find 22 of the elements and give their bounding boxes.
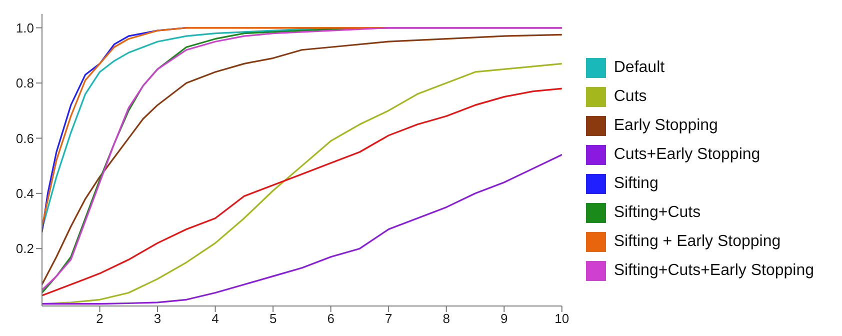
legend-label: Cuts [614,88,647,105]
x-tick-label: 10 [554,311,570,326]
y-tick-label: 1.0 [16,20,34,36]
x-tick-label: 9 [500,311,508,326]
y-tick-label: 0.8 [16,76,34,91]
legend-label: Sifting+Cuts [614,204,701,221]
y-tick-label: 0.4 [16,186,34,202]
x-tick-label: 7 [384,311,392,326]
x-tick-label: 6 [327,311,334,326]
legend-label: Sifting+Cuts+Early Stopping [614,262,814,279]
x-tick-label: 3 [154,311,162,326]
x-tick-label: 8 [442,311,450,326]
x-tick-label: 4 [212,311,219,326]
legend-label: Default [614,59,665,76]
x-tick-label: 5 [269,311,277,326]
legend-label: Sifting + Early Stopping [614,233,781,250]
y-tick-label: 0.6 [16,130,34,146]
legend-label: Sifting [614,175,658,192]
x-tick-label: 2 [96,311,104,326]
y-tick-label: 0.2 [16,241,34,256]
legend-label: Cuts+Early Stopping [614,146,760,163]
legend-label: Early Stopping [614,117,718,134]
